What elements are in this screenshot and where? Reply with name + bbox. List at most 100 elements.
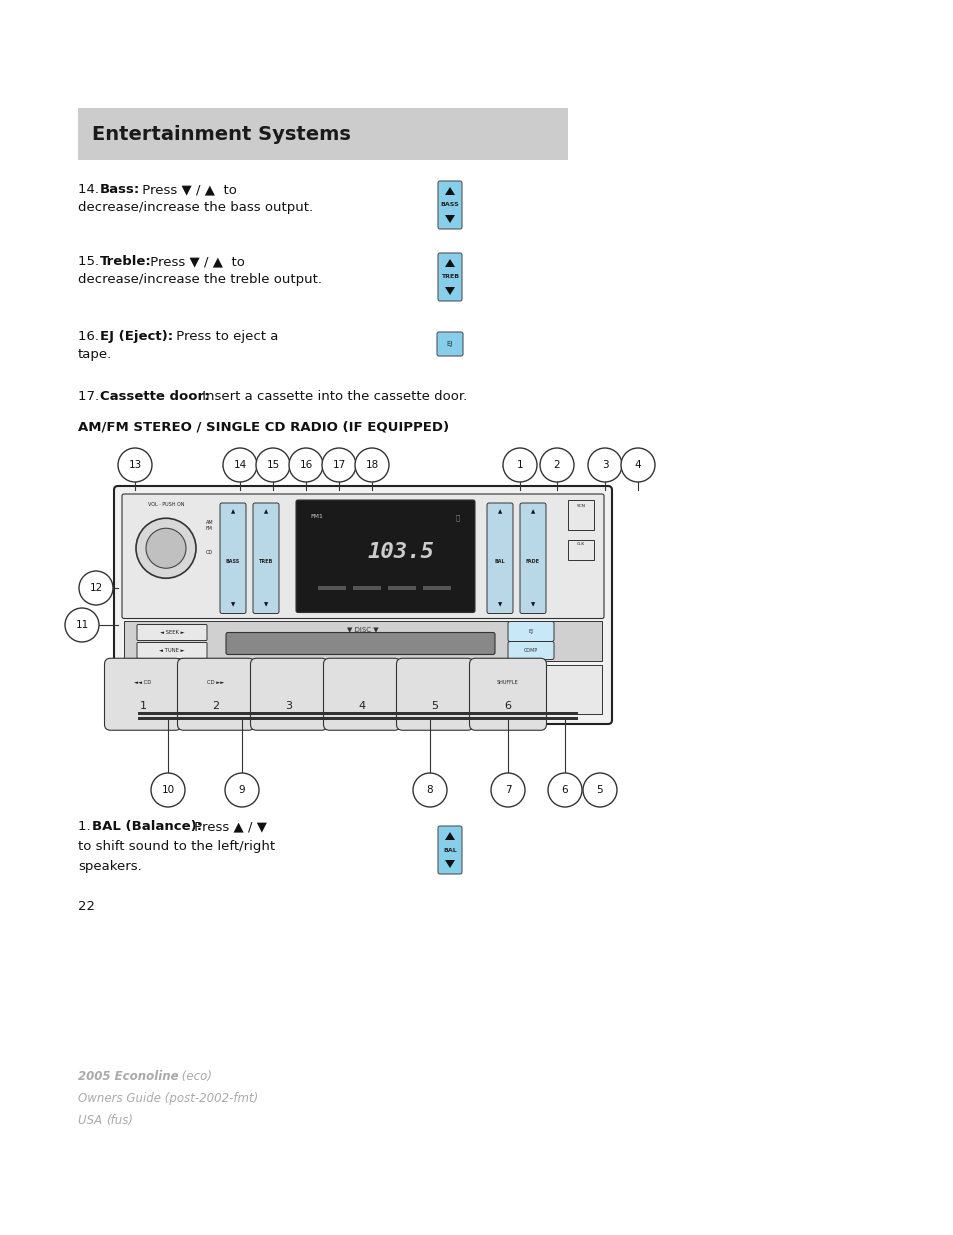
Text: Press to eject a: Press to eject a — [172, 330, 278, 343]
Text: 1: 1 — [139, 701, 147, 711]
Text: 22: 22 — [78, 900, 95, 913]
Bar — [138, 718, 578, 720]
Text: TREB: TREB — [258, 558, 273, 563]
Circle shape — [539, 448, 574, 482]
Text: ▲: ▲ — [231, 510, 234, 515]
Text: EJ: EJ — [446, 341, 453, 347]
Circle shape — [502, 448, 537, 482]
Polygon shape — [444, 215, 455, 224]
Text: ▼: ▼ — [497, 601, 501, 606]
Bar — [422, 585, 451, 589]
Text: BASS: BASS — [440, 203, 459, 207]
FancyBboxPatch shape — [486, 503, 513, 614]
Circle shape — [79, 571, 112, 605]
FancyBboxPatch shape — [113, 487, 612, 724]
Text: 1.: 1. — [78, 820, 94, 832]
Bar — [353, 585, 380, 589]
Bar — [124, 620, 601, 661]
Text: 1: 1 — [517, 459, 523, 471]
Text: BASS: BASS — [226, 558, 240, 563]
FancyBboxPatch shape — [507, 621, 554, 641]
Text: FADE: FADE — [525, 558, 539, 563]
FancyBboxPatch shape — [437, 253, 461, 301]
Text: ◄ SEEK ►: ◄ SEEK ► — [159, 630, 184, 635]
Text: SCN: SCN — [576, 504, 585, 508]
Text: AM/FM STEREO / SINGLE CD RADIO (IF EQUIPPED): AM/FM STEREO / SINGLE CD RADIO (IF EQUIP… — [78, 420, 449, 433]
FancyBboxPatch shape — [396, 658, 473, 730]
Text: 16: 16 — [299, 459, 313, 471]
Text: 14: 14 — [233, 459, 247, 471]
Circle shape — [223, 448, 256, 482]
Text: ▼: ▼ — [530, 601, 535, 606]
Text: 5: 5 — [431, 701, 438, 711]
FancyBboxPatch shape — [251, 658, 327, 730]
Text: 15: 15 — [266, 459, 279, 471]
Text: EJ: EJ — [528, 629, 533, 634]
Circle shape — [118, 448, 152, 482]
Text: ▲: ▲ — [497, 510, 501, 515]
Text: 5: 5 — [596, 785, 602, 795]
Text: 7: 7 — [504, 785, 511, 795]
FancyBboxPatch shape — [177, 658, 254, 730]
Text: CD: CD — [206, 550, 213, 555]
Text: 15.: 15. — [78, 254, 103, 268]
Circle shape — [547, 773, 581, 806]
Circle shape — [136, 519, 195, 578]
Text: 14.: 14. — [78, 183, 103, 196]
Polygon shape — [444, 287, 455, 295]
Text: Insert a cassette into the cassette door.: Insert a cassette into the cassette door… — [198, 390, 467, 403]
FancyBboxPatch shape — [220, 503, 246, 614]
FancyBboxPatch shape — [137, 625, 207, 641]
Text: 103.5: 103.5 — [367, 542, 434, 562]
Bar — [567, 500, 594, 530]
Text: BAL: BAL — [442, 847, 456, 852]
Text: 10: 10 — [161, 785, 174, 795]
Text: decrease/increase the treble output.: decrease/increase the treble output. — [78, 273, 322, 287]
Bar — [138, 713, 578, 715]
FancyBboxPatch shape — [295, 500, 475, 613]
Circle shape — [587, 448, 621, 482]
Text: ◄ TUNE ►: ◄ TUNE ► — [159, 648, 185, 653]
Text: Press ▼ / ▲  to: Press ▼ / ▲ to — [146, 254, 245, 268]
FancyBboxPatch shape — [519, 503, 545, 614]
Text: 2005 Econoline: 2005 Econoline — [78, 1070, 178, 1083]
FancyBboxPatch shape — [436, 332, 462, 356]
Circle shape — [582, 773, 617, 806]
Text: 9: 9 — [238, 785, 245, 795]
Polygon shape — [444, 186, 455, 195]
Text: 4: 4 — [634, 459, 640, 471]
Text: Bass:: Bass: — [100, 183, 140, 196]
Text: 2: 2 — [213, 701, 219, 711]
Text: Ⓧ: Ⓧ — [456, 514, 459, 521]
Circle shape — [255, 448, 290, 482]
Circle shape — [65, 608, 99, 642]
FancyBboxPatch shape — [105, 658, 181, 730]
Text: 6: 6 — [504, 701, 511, 711]
Text: Cassette door:: Cassette door: — [100, 390, 210, 403]
Circle shape — [146, 529, 186, 568]
Text: ▼: ▼ — [231, 601, 234, 606]
Bar — [567, 540, 594, 559]
Text: BAL (Balance):: BAL (Balance): — [91, 820, 202, 832]
Text: 18: 18 — [365, 459, 378, 471]
Text: 17.: 17. — [78, 390, 103, 403]
Text: Press ▲ / ▼: Press ▲ / ▼ — [190, 820, 267, 832]
Circle shape — [620, 448, 655, 482]
Circle shape — [355, 448, 389, 482]
Bar — [124, 664, 601, 714]
Text: decrease/increase the bass output.: decrease/increase the bass output. — [78, 201, 313, 214]
Text: (eco): (eco) — [178, 1070, 212, 1083]
Text: CLK: CLK — [577, 542, 584, 546]
Circle shape — [225, 773, 258, 806]
Circle shape — [289, 448, 323, 482]
Text: 12: 12 — [90, 583, 103, 593]
Text: 3: 3 — [601, 459, 608, 471]
Bar — [388, 585, 416, 589]
Text: CD ►►: CD ►► — [207, 679, 224, 684]
Text: SHUFFLE: SHUFFLE — [497, 679, 518, 684]
Text: 6: 6 — [561, 785, 568, 795]
Text: Press ▼ / ▲  to: Press ▼ / ▲ to — [138, 183, 236, 196]
Text: VOL · PUSH ON: VOL · PUSH ON — [148, 501, 184, 508]
FancyBboxPatch shape — [437, 826, 461, 874]
Bar — [317, 585, 346, 589]
